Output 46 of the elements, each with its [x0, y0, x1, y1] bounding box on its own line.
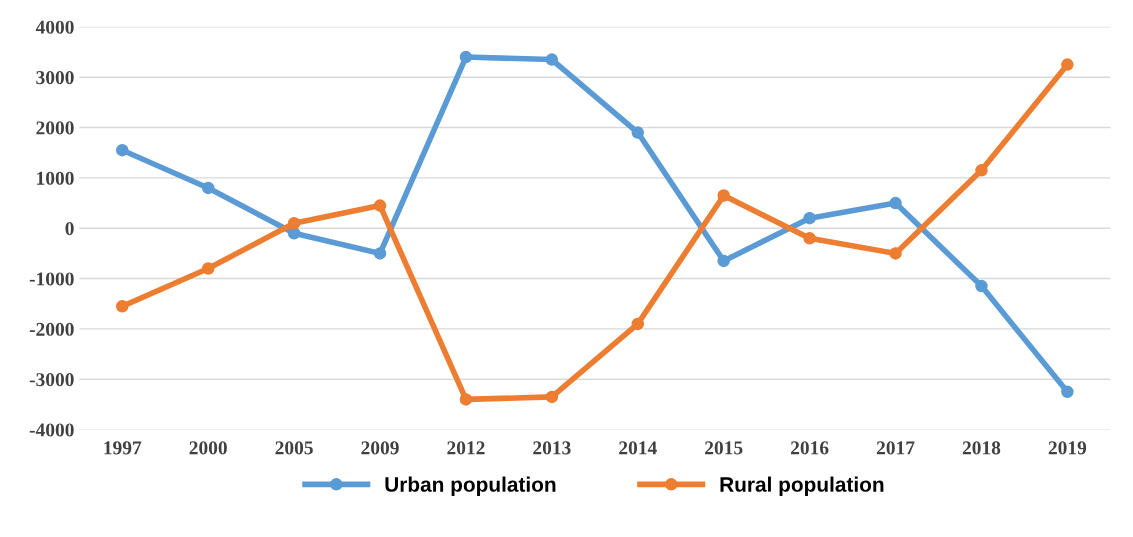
y-tick-label: -3000: [29, 373, 74, 387]
x-tick-label: 2019: [1048, 441, 1087, 455]
point: [201, 181, 215, 195]
y-tick-label: -1000: [29, 272, 74, 286]
x-tick-label: 2012: [447, 441, 485, 455]
y-tick-label: 3000: [36, 71, 74, 85]
point: [975, 279, 988, 293]
x-tick-label: 2018: [962, 441, 1001, 455]
point: [975, 164, 988, 177]
point: [116, 143, 129, 157]
y-tick-label: 4000: [35, 20, 74, 34]
point: [803, 211, 816, 225]
point: [116, 300, 129, 313]
y-tick-label: -2000: [29, 322, 74, 336]
point: [459, 393, 473, 406]
point: [631, 126, 645, 139]
point: [373, 247, 387, 260]
point: [717, 189, 730, 202]
x-tick-label: 2013: [533, 441, 571, 455]
x-tick-label: 2014: [619, 441, 657, 455]
y-tick-label: -4000: [29, 423, 74, 437]
point: [287, 216, 301, 230]
point: [1061, 58, 1074, 71]
x-tick-label: 1997: [104, 441, 142, 455]
point: [1061, 385, 1074, 399]
point: [459, 50, 473, 64]
point: [201, 262, 215, 275]
x-tick-label: 2015: [705, 441, 743, 455]
point: [889, 196, 902, 210]
point: [631, 317, 645, 331]
legend-label: Urban population: [385, 476, 556, 496]
point: [717, 254, 730, 268]
y-tick-label: 2000: [36, 121, 74, 135]
point: [803, 232, 816, 245]
point: [545, 390, 559, 404]
x-tick-label: 2016: [791, 441, 829, 455]
point: [373, 199, 387, 212]
point: [545, 53, 559, 66]
y-tick-label: 0: [65, 222, 74, 236]
x-tick-label: 2009: [361, 441, 399, 455]
y-tick-label: 1000: [37, 171, 74, 185]
point: [889, 247, 902, 260]
x-tick-label: 2000: [189, 441, 227, 455]
legend-label: Rural population: [720, 476, 884, 496]
x-tick-label: 2005: [275, 441, 313, 455]
x-tick-label: 2017: [876, 441, 915, 455]
